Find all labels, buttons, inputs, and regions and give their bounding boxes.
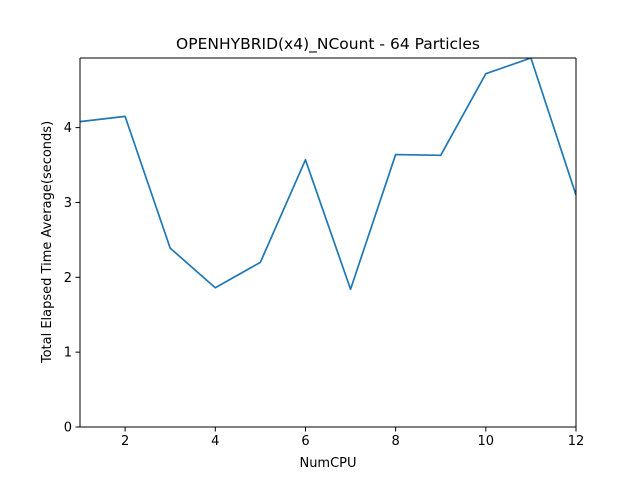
x-tick-label: 2 — [121, 434, 129, 449]
x-tick-label: 10 — [478, 434, 495, 449]
y-axis-label: Total Elapsed Time Average(seconds) — [40, 121, 55, 364]
y-tick-label: 1 — [64, 346, 72, 361]
chart-title: OPENHYBRID(x4)_NCount - 64 Particles — [176, 35, 480, 54]
x-tick-label: 8 — [391, 434, 399, 449]
y-tick-label: 2 — [64, 271, 72, 286]
x-axis-label: NumCPU — [299, 456, 356, 471]
x-tick-label: 6 — [301, 434, 309, 449]
y-tick-label: 0 — [64, 421, 72, 436]
y-tick-label: 4 — [64, 121, 72, 136]
series-line-0 — [80, 58, 576, 291]
x-tick-label: 12 — [568, 434, 585, 449]
x-tick-label: 4 — [211, 434, 219, 449]
y-tick-label: 3 — [64, 196, 72, 211]
